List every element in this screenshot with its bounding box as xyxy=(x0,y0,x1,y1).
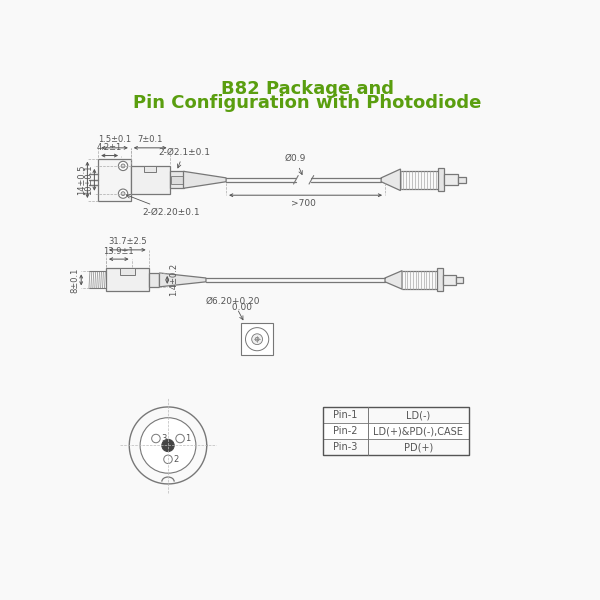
Text: PD(+): PD(+) xyxy=(404,442,433,452)
Circle shape xyxy=(118,161,128,170)
Circle shape xyxy=(162,439,174,452)
Text: Ø6.20+0.20: Ø6.20+0.20 xyxy=(206,297,260,320)
Bar xyxy=(106,268,149,292)
Circle shape xyxy=(121,192,125,196)
Bar xyxy=(444,175,458,185)
Bar xyxy=(171,176,184,184)
Text: 1.4±0.2: 1.4±0.2 xyxy=(169,263,178,296)
Polygon shape xyxy=(381,169,401,191)
Text: B82 Package and: B82 Package and xyxy=(221,80,394,98)
Bar xyxy=(323,439,469,455)
Bar xyxy=(443,275,455,285)
Circle shape xyxy=(245,328,269,351)
Text: LD(-): LD(-) xyxy=(406,410,430,420)
Polygon shape xyxy=(184,172,226,188)
Bar xyxy=(119,268,135,275)
Bar xyxy=(131,166,170,194)
Text: >700: >700 xyxy=(291,199,316,208)
Bar xyxy=(458,177,466,183)
Text: 4.2±1: 4.2±1 xyxy=(97,143,122,152)
Text: Ø0.9: Ø0.9 xyxy=(284,154,305,175)
Bar xyxy=(323,423,469,439)
Text: LD(+)&PD(-),CASE: LD(+)&PD(-),CASE xyxy=(373,426,463,436)
Bar xyxy=(98,158,131,201)
Text: 2-Ø2.20±0.1: 2-Ø2.20±0.1 xyxy=(127,194,200,217)
Text: Pin-2: Pin-2 xyxy=(333,426,358,436)
Circle shape xyxy=(152,434,160,443)
Bar xyxy=(323,407,469,455)
Text: 2: 2 xyxy=(173,455,179,464)
Text: Pin Configuration with Photodiode: Pin Configuration with Photodiode xyxy=(133,94,482,112)
Text: 14±0.5: 14±0.5 xyxy=(77,164,86,195)
Text: 31.7±2.5: 31.7±2.5 xyxy=(108,237,146,246)
Circle shape xyxy=(164,455,172,464)
Text: 10±0.1: 10±0.1 xyxy=(84,164,93,195)
Text: 2-Ø2.1±0.1: 2-Ø2.1±0.1 xyxy=(158,148,210,168)
Text: 13.9±1: 13.9±1 xyxy=(103,247,134,256)
Bar xyxy=(170,172,184,188)
Circle shape xyxy=(121,164,125,168)
Text: Pin-3: Pin-3 xyxy=(333,442,358,452)
Bar xyxy=(437,268,443,292)
Bar xyxy=(438,168,444,191)
Text: 3: 3 xyxy=(161,434,167,443)
Text: 8±0.1: 8±0.1 xyxy=(71,267,80,293)
Bar xyxy=(323,407,469,423)
Polygon shape xyxy=(385,271,402,289)
Circle shape xyxy=(252,334,263,344)
Text: 0.00: 0.00 xyxy=(206,303,252,312)
Bar xyxy=(144,166,157,172)
Bar xyxy=(455,277,463,283)
Circle shape xyxy=(255,337,259,341)
Bar xyxy=(149,273,160,287)
Text: 1.5±0.1: 1.5±0.1 xyxy=(98,135,131,144)
Circle shape xyxy=(118,189,128,198)
Text: 1: 1 xyxy=(185,434,191,443)
Circle shape xyxy=(140,418,196,473)
Bar xyxy=(241,323,274,355)
Text: Pin-1: Pin-1 xyxy=(333,410,358,420)
Circle shape xyxy=(176,434,184,443)
Text: 7±0.1: 7±0.1 xyxy=(137,135,163,144)
Polygon shape xyxy=(160,273,206,287)
